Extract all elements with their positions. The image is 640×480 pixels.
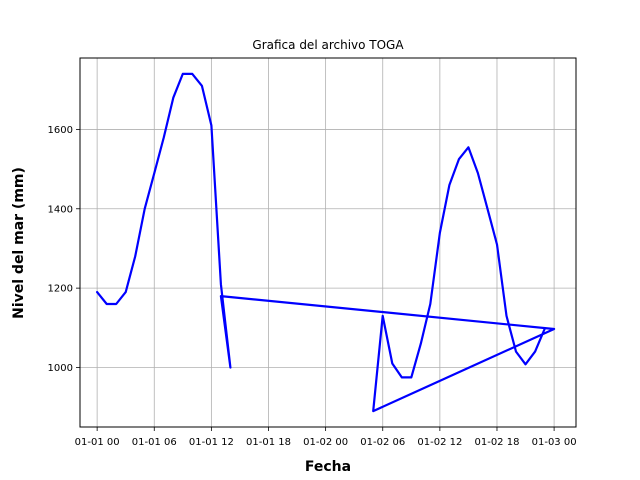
- x-tick-label: 01-01 12: [189, 437, 234, 448]
- x-tick-label: 01-02 00: [303, 437, 348, 448]
- x-tick-label: 01-02 06: [360, 437, 405, 448]
- y-tick-label: 1000: [48, 363, 73, 374]
- x-tick-label: 01-03 00: [532, 437, 577, 448]
- x-tick-label: 01-01 18: [246, 437, 291, 448]
- y-tick-label: 1400: [48, 204, 73, 215]
- chart-title: Grafica del archivo TOGA: [252, 38, 404, 52]
- y-axis: 1000 1200 1400 1600: [48, 125, 80, 374]
- x-tick-label: 01-01 00: [75, 437, 120, 448]
- series-layer: [95, 72, 556, 413]
- y-tick-label: 1600: [48, 125, 73, 136]
- x-tick-label: 01-02 18: [474, 437, 519, 448]
- series-line: [95, 72, 556, 413]
- x-tick-label: 01-01 06: [132, 437, 177, 448]
- x-axis-label: Fecha: [305, 459, 351, 475]
- x-axis: 01-01 00 01-01 06 01-01 12 01-01 18 01-02 00…: [75, 427, 577, 448]
- x-tick-label: 01-02 12: [417, 437, 462, 448]
- y-tick-label: 1200: [48, 284, 73, 295]
- grid: [80, 58, 576, 427]
- plot-frame: [79, 57, 577, 428]
- y-axis-label: Nivel del mar (mm): [11, 167, 27, 319]
